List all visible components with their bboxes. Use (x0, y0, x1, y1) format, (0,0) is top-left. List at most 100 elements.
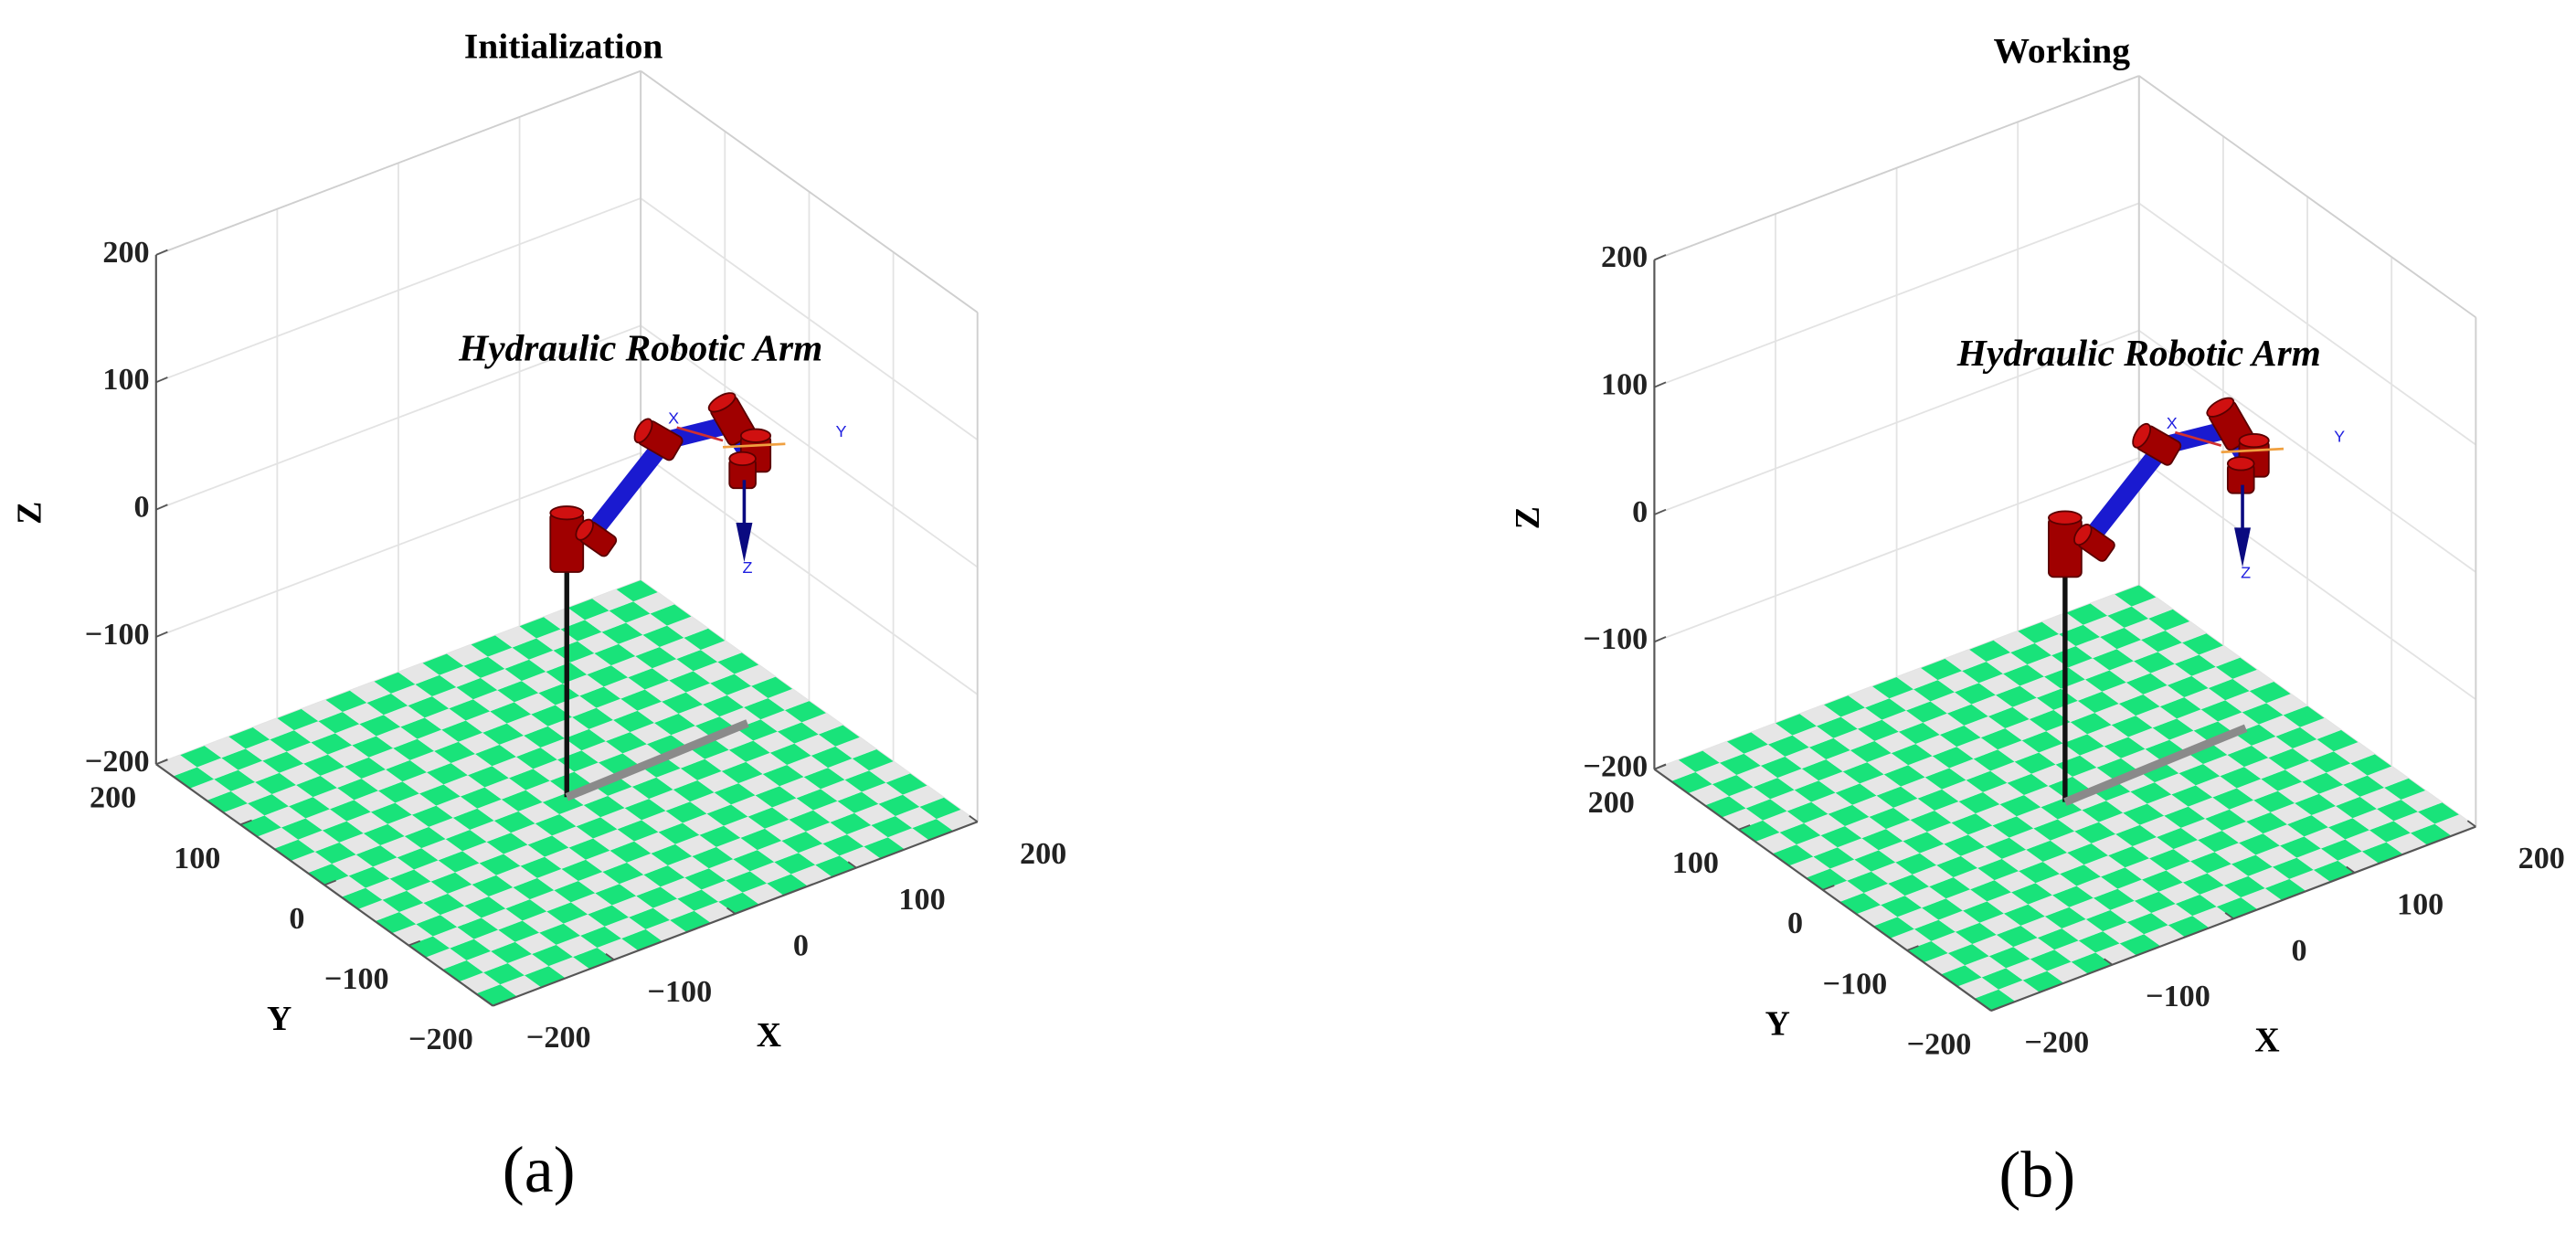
floor-tile (402, 772, 444, 794)
floor-tile (355, 845, 398, 867)
floor-tile (352, 736, 394, 758)
floor-tile (1829, 859, 1871, 881)
floor-tile (421, 839, 463, 861)
floor-tile (2123, 803, 2165, 825)
floor-tile (784, 701, 826, 723)
floor-tile (447, 644, 488, 666)
floor-tile (467, 766, 509, 788)
floor-tile (2035, 874, 2077, 896)
floor-tile (2195, 776, 2237, 798)
joint (2226, 456, 2255, 494)
tick-mark (493, 1000, 505, 1007)
floor-tile (830, 812, 872, 835)
floor-tile (458, 732, 500, 754)
floor-tile (620, 689, 663, 711)
floor-tile (2147, 794, 2189, 816)
floor-tile (406, 881, 448, 903)
floor-tile (1992, 816, 2034, 838)
floor-tile (363, 823, 405, 846)
floor-tile (1876, 786, 1918, 808)
floor-tile (637, 701, 679, 724)
floor-tile (1837, 838, 1879, 860)
floor-tile (514, 693, 556, 715)
floor-tile (666, 616, 708, 638)
joint (728, 451, 757, 490)
floor-tile (507, 953, 549, 976)
floor-tile (617, 820, 659, 842)
floor-tile (436, 796, 478, 818)
floor-tile (286, 742, 328, 764)
frame-arrow (2234, 527, 2252, 567)
tick-mark (1654, 254, 1667, 261)
floor-tile (320, 766, 362, 789)
floor-tile (2130, 782, 2172, 804)
floor-tile (701, 880, 743, 902)
floor-tile (764, 819, 806, 841)
floor-tile (373, 857, 415, 879)
floor-tile (539, 923, 581, 945)
floor-tile (1678, 750, 1720, 772)
floor-tile (581, 741, 623, 763)
floor-tile (1864, 698, 1906, 720)
joint (575, 518, 618, 557)
floor-tile (2350, 754, 2392, 776)
floor-tile (714, 783, 756, 805)
floor-tile (2126, 913, 2168, 935)
floor-tile (2272, 857, 2314, 879)
floor-tile (697, 770, 739, 793)
floor-tile (649, 789, 691, 811)
floor-tile (2253, 790, 2295, 812)
floor-tile (1945, 889, 1988, 911)
floor-tile (524, 726, 566, 748)
floor-tile (619, 875, 661, 896)
floor-tile (398, 663, 440, 684)
floor-tile (441, 720, 483, 742)
link (582, 431, 675, 544)
floor-tile (651, 843, 693, 866)
floor-tile (2152, 718, 2194, 740)
floor-tile (454, 863, 496, 885)
floor-tile (2083, 615, 2125, 637)
z-axis-label: Z (11, 502, 49, 525)
frame-label: Z (743, 558, 753, 577)
floor-tile (1970, 880, 2011, 902)
floor-tile (430, 872, 472, 894)
frame-arrow (736, 523, 753, 563)
floor-tile (2102, 682, 2144, 704)
floor-tile (387, 814, 429, 836)
floor-tile (717, 652, 759, 674)
floor-tile (684, 868, 726, 890)
floor-tile (603, 677, 645, 699)
floor-tile (245, 739, 287, 761)
floor-tile (1852, 795, 1894, 817)
floor-tile (440, 906, 482, 928)
floor-tile (667, 855, 709, 878)
floor-tile (2238, 833, 2280, 855)
floor-tile (2159, 697, 2201, 719)
floor-tile (2232, 669, 2274, 692)
floor-tile (789, 810, 831, 832)
floor-tile (2352, 809, 2394, 831)
floor-tile (601, 622, 643, 644)
floor-tile (2283, 705, 2325, 727)
floor-tile (2275, 727, 2317, 749)
floor-tile (230, 781, 272, 804)
floor-tile (580, 926, 622, 949)
floor-tile (1998, 740, 2040, 762)
floor-tile (1956, 737, 1998, 759)
floor-tile (853, 803, 896, 826)
floor-tile (656, 768, 698, 790)
floor-tile (497, 681, 539, 703)
floor-tile (563, 914, 605, 936)
floor-tile (1980, 728, 2022, 750)
floor-tile (1776, 714, 1817, 736)
floor-tile (682, 813, 724, 835)
floor-tile (521, 672, 563, 694)
floor-tile (2125, 673, 2168, 695)
floor-tile (609, 601, 651, 623)
floor-tile (2345, 830, 2387, 852)
frame-label: Y (835, 422, 846, 440)
floor-tile (486, 833, 528, 854)
floor-tile (821, 780, 862, 801)
floor-tile (769, 743, 811, 765)
